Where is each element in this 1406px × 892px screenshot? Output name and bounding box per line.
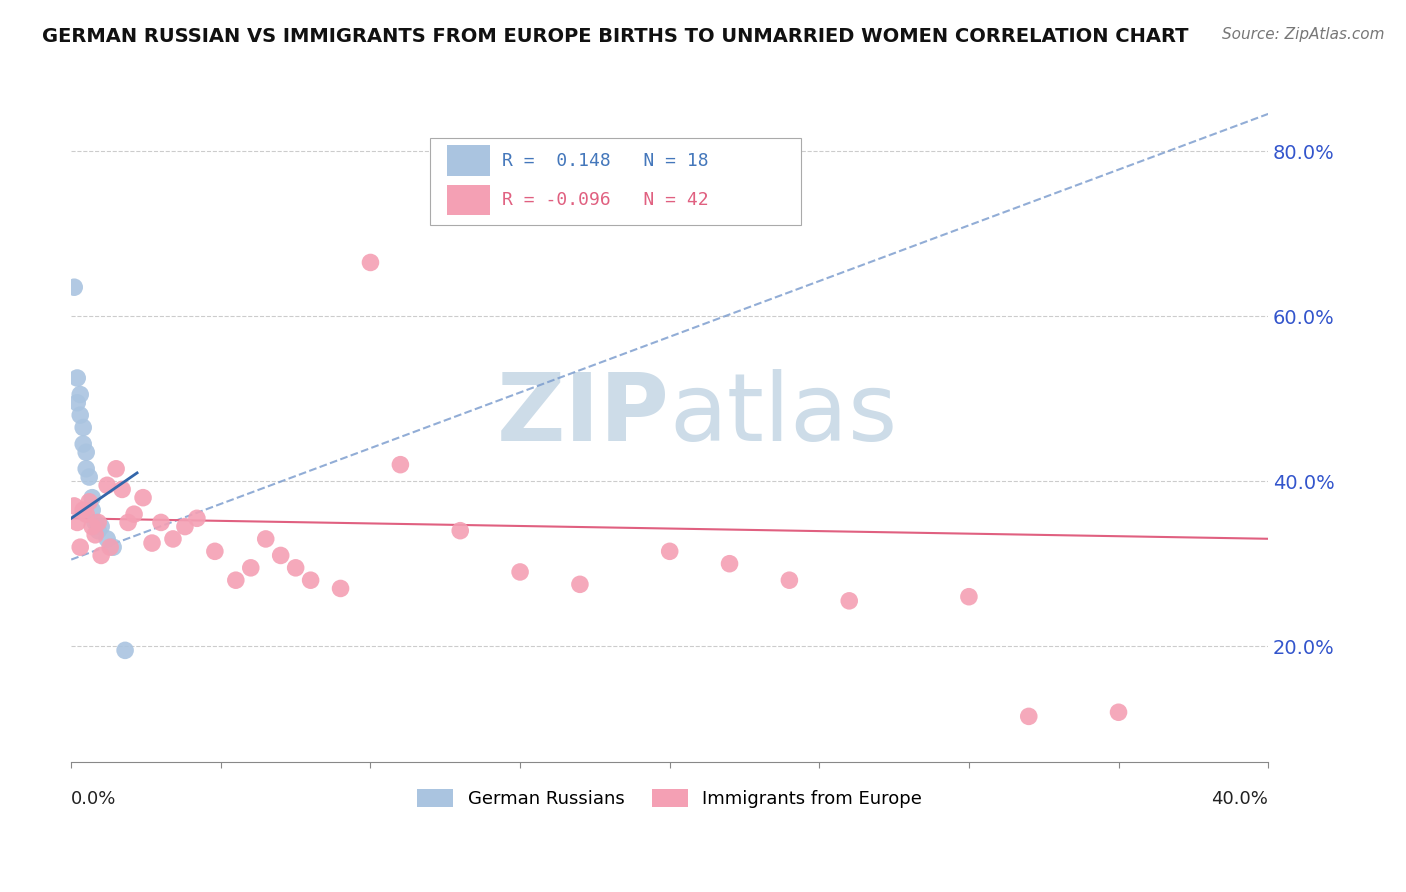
Point xyxy=(69,387,91,401)
Point xyxy=(63,499,86,513)
Point xyxy=(84,516,107,530)
FancyBboxPatch shape xyxy=(430,138,801,225)
Point xyxy=(111,483,134,497)
Point xyxy=(204,544,226,558)
Point xyxy=(568,577,591,591)
Point xyxy=(299,573,322,587)
Point xyxy=(66,516,89,530)
Point xyxy=(359,255,381,269)
Point xyxy=(150,516,173,530)
Point xyxy=(82,491,104,505)
Point xyxy=(84,528,107,542)
Point xyxy=(96,478,118,492)
Point xyxy=(72,503,94,517)
Point xyxy=(98,540,121,554)
Point xyxy=(114,643,136,657)
Point xyxy=(254,532,277,546)
Point xyxy=(66,396,89,410)
Point xyxy=(658,544,681,558)
Point xyxy=(132,491,155,505)
Point xyxy=(239,561,262,575)
Point xyxy=(77,470,100,484)
FancyBboxPatch shape xyxy=(447,185,491,216)
Point xyxy=(174,519,197,533)
Point xyxy=(87,516,110,530)
Point xyxy=(1108,705,1130,719)
Point xyxy=(90,549,112,563)
Point xyxy=(63,280,86,294)
FancyBboxPatch shape xyxy=(447,145,491,176)
Point xyxy=(186,511,208,525)
Point xyxy=(72,420,94,434)
Point xyxy=(1018,709,1040,723)
Point xyxy=(838,594,860,608)
Point xyxy=(82,519,104,533)
Text: R = -0.096   N = 42: R = -0.096 N = 42 xyxy=(502,191,709,210)
Legend: German Russians, Immigrants from Europe: German Russians, Immigrants from Europe xyxy=(411,781,929,815)
Point xyxy=(87,524,110,538)
Point xyxy=(75,462,97,476)
Point xyxy=(69,408,91,422)
Point xyxy=(105,462,128,476)
Text: R =  0.148   N = 18: R = 0.148 N = 18 xyxy=(502,152,709,169)
Point xyxy=(509,565,531,579)
Point xyxy=(117,516,139,530)
Point xyxy=(77,495,100,509)
Point xyxy=(329,582,352,596)
Text: ZIP: ZIP xyxy=(496,369,669,461)
Text: GERMAN RUSSIAN VS IMMIGRANTS FROM EUROPE BIRTHS TO UNMARRIED WOMEN CORRELATION C: GERMAN RUSSIAN VS IMMIGRANTS FROM EUROPE… xyxy=(42,27,1188,45)
Point xyxy=(389,458,412,472)
Point xyxy=(449,524,471,538)
Point xyxy=(270,549,292,563)
Point xyxy=(162,532,184,546)
Point xyxy=(75,445,97,459)
Text: 40.0%: 40.0% xyxy=(1212,789,1268,807)
Point xyxy=(957,590,980,604)
Point xyxy=(75,507,97,521)
Point xyxy=(96,532,118,546)
Point xyxy=(122,507,145,521)
Point xyxy=(66,371,89,385)
Point xyxy=(778,573,800,587)
Point xyxy=(101,540,124,554)
Point xyxy=(225,573,247,587)
Point xyxy=(141,536,163,550)
Point xyxy=(69,540,91,554)
Text: Source: ZipAtlas.com: Source: ZipAtlas.com xyxy=(1222,27,1385,42)
Point xyxy=(72,437,94,451)
Point xyxy=(90,519,112,533)
Point xyxy=(82,503,104,517)
Point xyxy=(718,557,741,571)
Text: atlas: atlas xyxy=(669,369,898,461)
Text: 0.0%: 0.0% xyxy=(72,789,117,807)
Point xyxy=(284,561,307,575)
